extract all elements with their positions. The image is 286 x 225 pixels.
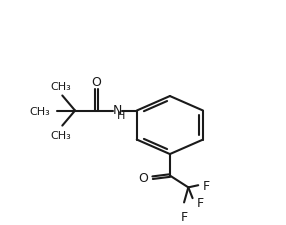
Text: F: F [203,179,210,192]
Text: O: O [139,171,148,184]
Text: CH₃: CH₃ [51,82,71,92]
Text: CH₃: CH₃ [51,130,71,140]
Text: F: F [180,209,188,223]
Text: H: H [117,111,125,121]
Text: CH₃: CH₃ [30,106,50,116]
Text: O: O [91,75,101,88]
Text: F: F [197,196,204,209]
Text: N: N [113,104,122,117]
